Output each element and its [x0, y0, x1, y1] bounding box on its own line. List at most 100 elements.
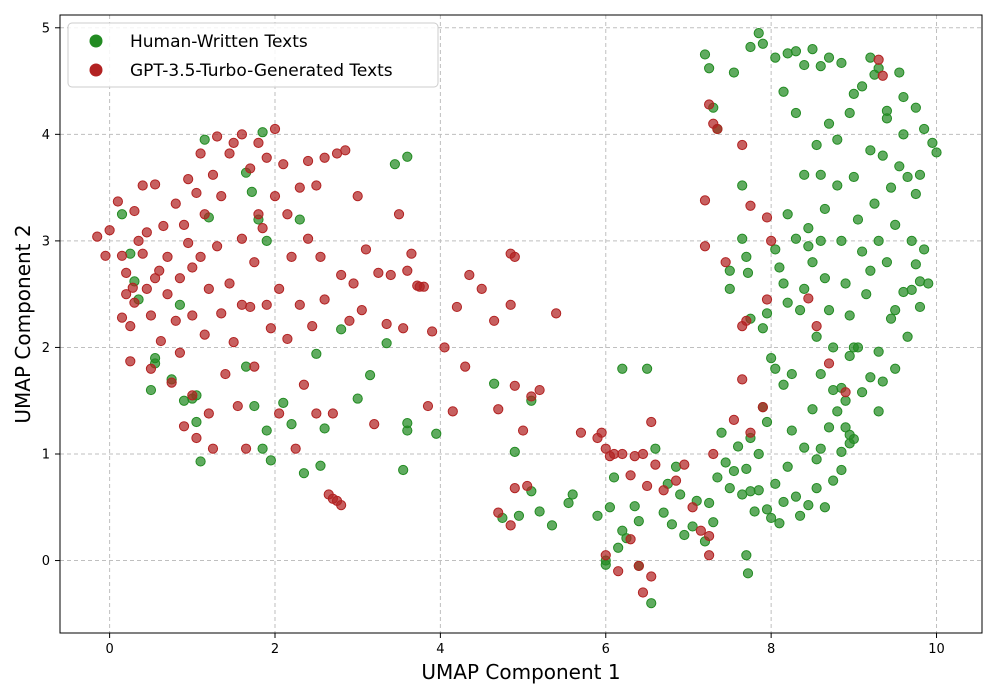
data-point: [191, 416, 202, 428]
data-point: [567, 489, 578, 500]
data-point: [534, 384, 545, 396]
data-point: [493, 507, 504, 518]
data-point: [823, 358, 835, 369]
data-point: [447, 406, 458, 417]
data-point: [274, 283, 285, 294]
data-point: [129, 205, 140, 217]
data-point: [732, 441, 744, 452]
data-point: [790, 46, 802, 57]
data-point: [666, 519, 678, 530]
data-point: [856, 387, 868, 398]
data-point: [228, 337, 239, 348]
data-point: [807, 404, 818, 415]
data-point: [505, 299, 516, 310]
data-point: [398, 323, 409, 334]
data-point: [575, 427, 587, 438]
data-point: [794, 510, 806, 521]
data-point: [646, 416, 657, 428]
data-point: [307, 321, 318, 332]
y-tick-label: 0: [42, 554, 50, 569]
data-point: [625, 470, 636, 481]
data-point: [836, 57, 847, 69]
data-point: [393, 209, 405, 220]
legend-label-gpt: GPT-3.5-Turbo-Generated Texts: [130, 61, 393, 81]
data-point: [311, 348, 322, 359]
data-point: [790, 107, 802, 119]
data-point: [253, 137, 264, 148]
data-point: [629, 501, 640, 512]
data-point: [294, 299, 305, 310]
data-point: [836, 446, 847, 457]
data-point: [745, 486, 756, 497]
data-point: [753, 28, 764, 39]
data-point: [174, 299, 186, 310]
data-point: [522, 480, 533, 492]
data-point: [551, 308, 562, 319]
data-point: [811, 482, 822, 494]
data-point: [819, 502, 830, 513]
data-point: [311, 408, 322, 419]
data-point: [840, 387, 851, 398]
legend: Human-Written Texts GPT-3.5-Turbo-Genera…: [67, 22, 439, 88]
data-point: [807, 43, 818, 55]
data-point: [766, 235, 777, 246]
data-point: [658, 507, 669, 518]
data-point: [249, 361, 260, 372]
data-point: [670, 475, 682, 486]
data-point: [778, 496, 789, 508]
data-point: [427, 326, 438, 337]
data-point: [319, 423, 330, 434]
data-point: [282, 209, 293, 220]
data-point: [873, 346, 884, 357]
data-point: [294, 214, 305, 225]
data-point: [625, 534, 636, 545]
data-point: [815, 169, 826, 180]
data-point: [600, 559, 611, 570]
data-point: [782, 461, 793, 472]
data-point: [885, 182, 897, 193]
data-point: [191, 432, 202, 444]
data-point: [154, 265, 165, 276]
data-point: [617, 363, 628, 374]
data-point: [794, 305, 806, 316]
data-point: [914, 276, 926, 287]
y-axis-label: UMAP Component 2: [11, 224, 35, 423]
data-point: [199, 329, 210, 340]
data-point: [856, 81, 868, 92]
data-point: [712, 472, 723, 483]
data-point: [770, 244, 781, 255]
data-point: [216, 191, 227, 202]
data-point: [613, 542, 624, 553]
data-point: [931, 147, 942, 158]
data-point: [679, 529, 690, 541]
data-point: [786, 368, 797, 380]
data-point: [116, 312, 128, 323]
data-point: [761, 416, 773, 428]
data-point: [398, 464, 409, 476]
data-point: [637, 587, 649, 598]
data-point: [509, 446, 520, 457]
data-point: [687, 502, 698, 513]
data-point: [716, 427, 727, 438]
data-point: [815, 368, 826, 380]
data-point: [815, 61, 826, 72]
data-point: [278, 397, 289, 408]
data-point: [170, 198, 181, 209]
data-point: [129, 297, 140, 308]
data-point: [728, 465, 740, 477]
data-point: [286, 419, 297, 430]
data-point: [298, 468, 310, 479]
data-point: [261, 235, 272, 246]
data-point: [919, 123, 930, 135]
data-point: [724, 265, 735, 276]
data-point: [828, 475, 839, 486]
data-point: [236, 129, 248, 140]
data-point: [489, 315, 500, 326]
data-point: [658, 485, 669, 496]
data-point: [881, 113, 893, 124]
data-point: [422, 400, 434, 412]
data-point: [914, 169, 926, 180]
data-point: [207, 169, 219, 180]
